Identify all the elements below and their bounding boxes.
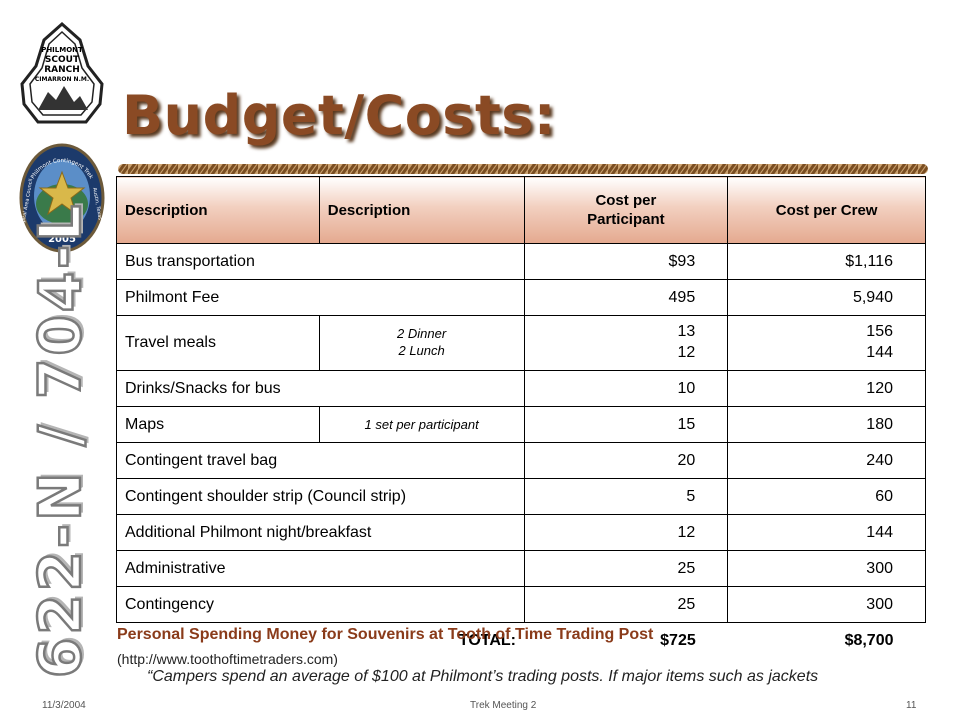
row-participant-cost: 15 xyxy=(523,406,729,443)
table-row: Travel meals 2 Dinner 2 Lunch 13 12 156 … xyxy=(116,315,926,371)
row-item: Philmont Fee xyxy=(116,279,525,316)
arrowhead-line-4: CIMARRON N.M. xyxy=(35,76,89,83)
table-row: Drinks/Snacks for bus 10 120 xyxy=(116,370,926,407)
row-participant-cost: 12 xyxy=(523,514,729,551)
row-crew-cost: 180 xyxy=(727,406,926,443)
header-description-2: Description xyxy=(318,176,525,244)
table-row: Bus transportation $93 $1,116 xyxy=(116,243,926,280)
footer-page-number: 11 xyxy=(906,700,917,711)
row-item: Administrative xyxy=(116,550,525,587)
row-crew-cost: 300 xyxy=(727,550,926,587)
row-item: Drinks/Snacks for bus xyxy=(116,370,525,407)
row-crew-cost: 240 xyxy=(727,442,926,479)
side-title: 622-N / 704-L xyxy=(25,201,96,680)
row-participant-cost: 20 xyxy=(523,442,729,479)
row-item: Additional Philmont night/breakfast xyxy=(116,514,525,551)
table-row: Maps 1 set per participant 15 180 xyxy=(116,406,926,443)
row-participant-cost: $93 xyxy=(523,243,729,280)
trading-post-url: (http://www.toothoftimetraders.com) xyxy=(117,651,338,667)
total-label: TOTAL: xyxy=(458,632,516,649)
row-item: Travel meals xyxy=(116,315,320,371)
row-item: Contingency xyxy=(116,586,525,623)
arrowhead-line-3: RANCH xyxy=(44,65,80,75)
patch-year: 2005 xyxy=(48,234,76,245)
row-participant-cost: 10 xyxy=(523,370,729,407)
row-item: Contingent shoulder strip (Council strip… xyxy=(116,478,525,515)
footer-date: 11/3/2004 xyxy=(42,700,86,711)
header-cost-per-participant: Cost per Participant xyxy=(523,176,729,244)
rope-divider xyxy=(118,164,928,174)
row-participant-cost: 13 12 xyxy=(523,315,729,371)
row-item: Maps xyxy=(116,406,320,443)
row-crew-cost: 60 xyxy=(727,478,926,515)
table-row: Administrative 25 300 xyxy=(116,550,926,587)
row-participant-cost: 495 xyxy=(523,279,729,316)
arrowhead-line-1: PHILMONT xyxy=(41,46,83,54)
patch-right-arc: Austin, Texas xyxy=(91,187,103,221)
table-row: Contingent travel bag 20 240 xyxy=(116,442,926,479)
footer-meeting: Trek Meeting 2 xyxy=(470,700,537,711)
personal-spending-quote: “Campers spend an average of $100 at Phi… xyxy=(147,668,819,685)
budget-table: Description Description Cost per Partici… xyxy=(116,176,926,659)
row-participant-cost: 5 xyxy=(523,478,729,515)
row-note: 1 set per participant xyxy=(318,406,525,443)
row-crew-cost: $1,116 xyxy=(727,243,926,280)
star-icon xyxy=(38,170,86,216)
row-item: Contingent travel bag xyxy=(116,442,525,479)
table-header-row: Description Description Cost per Partici… xyxy=(116,176,926,244)
total-crew-cost: $8,700 xyxy=(844,632,894,649)
personal-spending-heading: Personal Spending Money for Souvenirs at… xyxy=(117,626,654,643)
total-row: TOTAL: $725 $8,700 xyxy=(117,623,926,660)
row-crew-cost: 5,940 xyxy=(727,279,926,316)
table-row: Additional Philmont night/breakfast 12 1… xyxy=(116,514,926,551)
page-title: Budget/Costs: xyxy=(122,84,556,147)
row-crew-cost: 120 xyxy=(727,370,926,407)
row-participant-cost: 25 xyxy=(523,550,729,587)
row-crew-cost: 144 xyxy=(727,514,926,551)
row-participant-cost: 25 xyxy=(523,586,729,623)
row-item: Bus transportation xyxy=(116,243,525,280)
philmont-arrowhead-logo: PHILMONT SCOUT RANCH CIMARRON N.M. xyxy=(20,22,104,124)
header-cost-per-crew: Cost per Crew xyxy=(727,176,926,244)
row-crew-cost: 156 144 xyxy=(727,315,926,371)
table-row: Contingency 25 300 xyxy=(116,586,926,623)
total-participant-cost: $725 xyxy=(660,632,696,649)
table-row: Contingent shoulder strip (Council strip… xyxy=(116,478,926,515)
row-crew-cost: 300 xyxy=(727,586,926,623)
contingent-patch-logo: Philmont Contingent Trek Capital Area Co… xyxy=(19,143,105,253)
header-description-1: Description xyxy=(116,176,320,244)
arrowhead-line-2: SCOUT xyxy=(45,55,80,65)
table-row: Philmont Fee 495 5,940 xyxy=(116,279,926,316)
row-note: 2 Dinner 2 Lunch xyxy=(318,315,525,371)
mountain-icon xyxy=(38,86,88,110)
